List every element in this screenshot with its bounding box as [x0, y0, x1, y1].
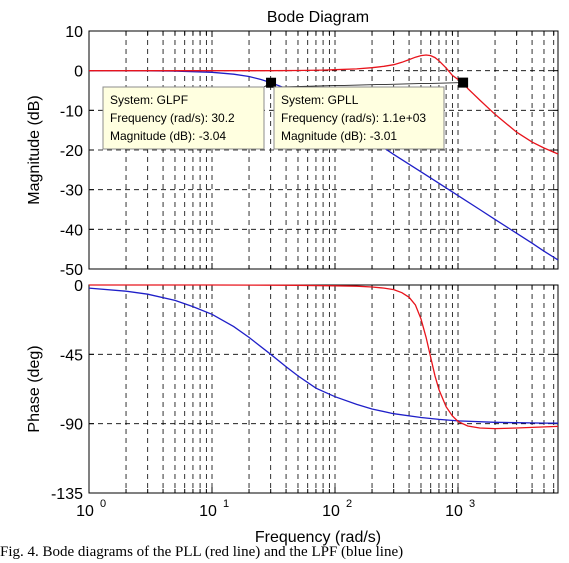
phase-x-ticks: 10 0 10 1 10 2 10 3	[76, 498, 475, 520]
phase-series	[88, 284, 559, 430]
magnitude-plot: 10 0 -10 -20 -30 -40 -50 Magnitude (dB) System…	[26, 24, 559, 279]
x-tick-label-exponent: 0	[100, 498, 106, 510]
datatip-text: Frequency (rad/s): 1.1e+03	[281, 111, 426, 125]
y-tick-label: 10	[65, 24, 83, 41]
x-tick-label-exponent: 1	[223, 498, 229, 510]
phase-grid	[89, 284, 558, 494]
y-tick-label: -30	[60, 183, 83, 200]
phase-axes-frame	[88, 284, 559, 494]
magnitude-y-ticks: 10 0 -10 -20 -30 -40 -50	[60, 24, 83, 279]
phase-y-ticks: 0 -45 -90 -135	[51, 278, 83, 503]
datatip-text: System: GLPF	[110, 93, 188, 107]
datatip-box	[273, 86, 445, 150]
series-line-gpll	[89, 54, 559, 155]
y-tick-label: -45	[60, 347, 83, 364]
y-tick-label: -135	[51, 486, 83, 503]
y-tick-label: -20	[60, 143, 83, 160]
y-tick-label: 0	[74, 64, 83, 81]
series-line-glpf	[88, 287, 559, 424]
x-tick-label-exponent: 3	[469, 498, 475, 510]
datatip-connector	[273, 82, 464, 88]
series-line-gpll	[89, 284, 559, 430]
datatip-box	[102, 86, 265, 150]
x-tick-label-exponent: 2	[346, 498, 352, 510]
phase-plot: 0 -45 -90 -135 10 0 10 1 10 2 10 3 Phase (deg) Fre…	[26, 278, 559, 546]
chart-title: Bode Diagram	[267, 9, 369, 26]
x-tick-label: 10	[322, 503, 340, 520]
y-tick-label: -90	[60, 417, 83, 434]
x-tick-label: 10	[445, 503, 463, 520]
phase-xlabel: Frequency (rad/s)	[255, 529, 381, 546]
y-tick-label: -50	[60, 262, 83, 279]
phase-ylabel: Phase (deg)	[26, 345, 43, 432]
datatip-marker	[458, 77, 469, 88]
x-tick-label: 10	[199, 503, 217, 520]
magnitude-datatips: System: GLPF Frequency (rad/s): 30.2 Magni…	[102, 77, 469, 150]
magnitude-ylabel: Magnitude (dB)	[26, 95, 43, 204]
datatip-marker	[266, 77, 277, 88]
x-tick-label: 10	[76, 503, 94, 520]
datatip-text: Magnitude (dB): -3.01	[281, 129, 397, 143]
datatip-text: Magnitude (dB): -3.04	[110, 129, 226, 143]
datatip-text: System: GPLL	[281, 93, 359, 107]
datatip-text: Frequency (rad/s): 30.2	[110, 111, 235, 125]
y-tick-label: -40	[60, 222, 83, 239]
y-tick-label: 0	[74, 278, 83, 295]
y-tick-label: -10	[60, 103, 83, 120]
figure-caption: Fig. 4. Bode diagrams of the PLL (red li…	[0, 544, 404, 560]
